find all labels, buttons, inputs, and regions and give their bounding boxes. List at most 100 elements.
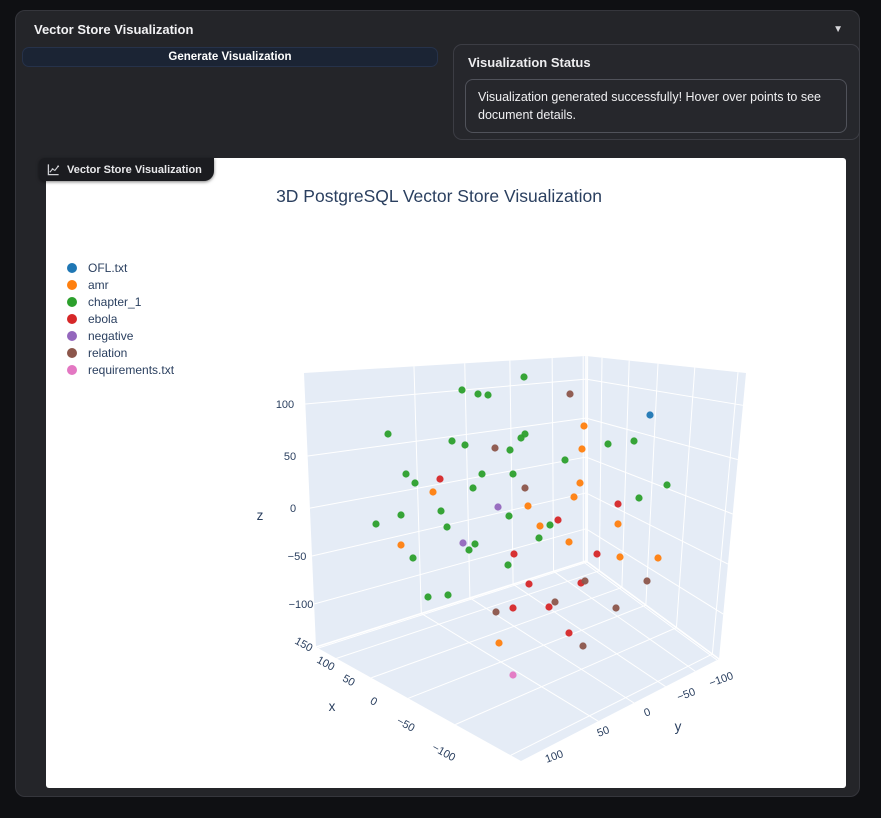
scatter-point[interactable] bbox=[471, 540, 479, 548]
scatter-point[interactable] bbox=[492, 608, 500, 616]
scatter-point[interactable] bbox=[520, 373, 528, 381]
scatter-point[interactable] bbox=[535, 534, 543, 542]
scatter-point[interactable] bbox=[616, 553, 624, 561]
scatter-point[interactable] bbox=[566, 390, 574, 398]
legend-label[interactable]: chapter_1 bbox=[88, 295, 142, 309]
scatter-point[interactable] bbox=[494, 503, 502, 511]
scatter-point[interactable] bbox=[424, 593, 432, 601]
legend-label[interactable]: ebola bbox=[88, 312, 118, 326]
scatter-point[interactable] bbox=[551, 598, 559, 606]
scatter-point[interactable] bbox=[397, 541, 405, 549]
scatter-point[interactable] bbox=[436, 475, 444, 483]
scatter-point[interactable] bbox=[580, 422, 588, 430]
scatter-point[interactable] bbox=[525, 580, 533, 588]
scatter-point[interactable] bbox=[402, 470, 410, 478]
grid-line bbox=[583, 561, 718, 661]
scatter-point[interactable] bbox=[524, 502, 532, 510]
scatter-point[interactable] bbox=[581, 577, 589, 585]
axis-tick-label: −100 bbox=[430, 742, 457, 765]
scatter-point[interactable] bbox=[478, 470, 486, 478]
scatter-point[interactable] bbox=[459, 539, 467, 547]
scatter-point[interactable] bbox=[576, 479, 584, 487]
scatter-point[interactable] bbox=[443, 523, 451, 531]
scatter-point[interactable] bbox=[437, 507, 445, 515]
scatter-point[interactable] bbox=[630, 437, 638, 445]
scatter-point[interactable] bbox=[469, 484, 477, 492]
legend-label[interactable]: relation bbox=[88, 346, 127, 360]
legend-marker[interactable] bbox=[67, 331, 77, 341]
grid-line bbox=[510, 653, 713, 756]
scatter-point[interactable] bbox=[561, 456, 569, 464]
legend-marker[interactable] bbox=[67, 348, 77, 358]
axis-tick-label: 0 bbox=[642, 706, 652, 719]
legend-marker[interactable] bbox=[67, 263, 77, 273]
scatter-point[interactable] bbox=[510, 550, 518, 558]
scatter-point[interactable] bbox=[509, 604, 517, 612]
scatter-point[interactable] bbox=[521, 430, 529, 438]
scatter-point[interactable] bbox=[429, 488, 437, 496]
axis-tick-label: −100 bbox=[289, 599, 314, 611]
grid-line bbox=[307, 417, 587, 457]
scatter-point[interactable] bbox=[448, 437, 456, 445]
scatter-point[interactable] bbox=[593, 550, 601, 558]
axis-tick-label: 100 bbox=[544, 748, 565, 766]
grid-line bbox=[317, 561, 588, 649]
scatter-point[interactable] bbox=[646, 411, 654, 419]
scatter-point[interactable] bbox=[504, 561, 512, 569]
scatter-point[interactable] bbox=[409, 554, 417, 562]
scatter-point[interactable] bbox=[444, 591, 452, 599]
scatter-point[interactable] bbox=[372, 520, 380, 528]
legend-marker[interactable] bbox=[67, 365, 77, 375]
scatter-point[interactable] bbox=[495, 639, 503, 647]
scatter-point[interactable] bbox=[643, 577, 651, 585]
scatter-point[interactable] bbox=[612, 604, 620, 612]
legend-label[interactable]: negative bbox=[88, 329, 134, 343]
scatter-point[interactable] bbox=[614, 520, 622, 528]
scene-right-wall bbox=[586, 356, 746, 659]
scatter-point[interactable] bbox=[654, 554, 662, 562]
scatter-point[interactable] bbox=[491, 444, 499, 452]
scatter-point[interactable] bbox=[411, 479, 419, 487]
scatter-point[interactable] bbox=[545, 603, 553, 611]
scatter-point[interactable] bbox=[579, 642, 587, 650]
scatter-point[interactable] bbox=[506, 446, 514, 454]
scatter-point[interactable] bbox=[635, 494, 643, 502]
scatter-point[interactable] bbox=[509, 671, 517, 679]
scatter-point[interactable] bbox=[465, 546, 473, 554]
collapse-arrow-icon[interactable]: ▼ bbox=[833, 23, 843, 35]
scatter-point[interactable] bbox=[509, 470, 517, 478]
legend-label[interactable]: OFL.txt bbox=[88, 261, 128, 275]
scatter-point[interactable] bbox=[546, 521, 554, 529]
grid-line bbox=[711, 372, 739, 655]
axis-tick-label: 0 bbox=[290, 503, 296, 515]
plot-block: 150 100 50 0 −50 −100 x −100 −50 0 50 100 y 100 50 0 −50… bbox=[31, 158, 846, 791]
scatter-point[interactable] bbox=[578, 445, 586, 453]
plot-canvas[interactable]: 150100500−50−100x−100−50050100y100500−50… bbox=[46, 158, 846, 788]
generate-visualization-button[interactable]: Generate Visualization bbox=[22, 47, 438, 67]
scatter-point[interactable] bbox=[384, 430, 392, 438]
scatter-point[interactable] bbox=[570, 493, 578, 501]
axis-tick-label: 50 bbox=[284, 451, 296, 463]
legend-marker[interactable] bbox=[67, 297, 77, 307]
legend-marker[interactable] bbox=[67, 314, 77, 324]
scatter-point[interactable] bbox=[614, 500, 622, 508]
scatter-point[interactable] bbox=[521, 484, 529, 492]
scatter-point[interactable] bbox=[505, 512, 513, 520]
scatter-point[interactable] bbox=[458, 386, 466, 394]
scatter-point[interactable] bbox=[474, 390, 482, 398]
legend-marker[interactable] bbox=[67, 280, 77, 290]
scatter-point[interactable] bbox=[484, 391, 492, 399]
scatter-point[interactable] bbox=[397, 511, 405, 519]
scatter-point[interactable] bbox=[554, 516, 562, 524]
scatter-point[interactable] bbox=[565, 629, 573, 637]
legend-label[interactable]: requirements.txt bbox=[88, 363, 175, 377]
scatter-point[interactable] bbox=[536, 522, 544, 530]
legend-label[interactable]: amr bbox=[88, 278, 109, 292]
scatter-point[interactable] bbox=[461, 441, 469, 449]
axis-tick-label: 50 bbox=[596, 724, 612, 739]
scatter-point[interactable] bbox=[565, 538, 573, 546]
grid-line bbox=[585, 456, 733, 515]
scatter-point[interactable] bbox=[663, 481, 671, 489]
accordion-header[interactable]: Vector Store Visualization ▼ bbox=[16, 11, 859, 47]
scatter-point[interactable] bbox=[604, 440, 612, 448]
